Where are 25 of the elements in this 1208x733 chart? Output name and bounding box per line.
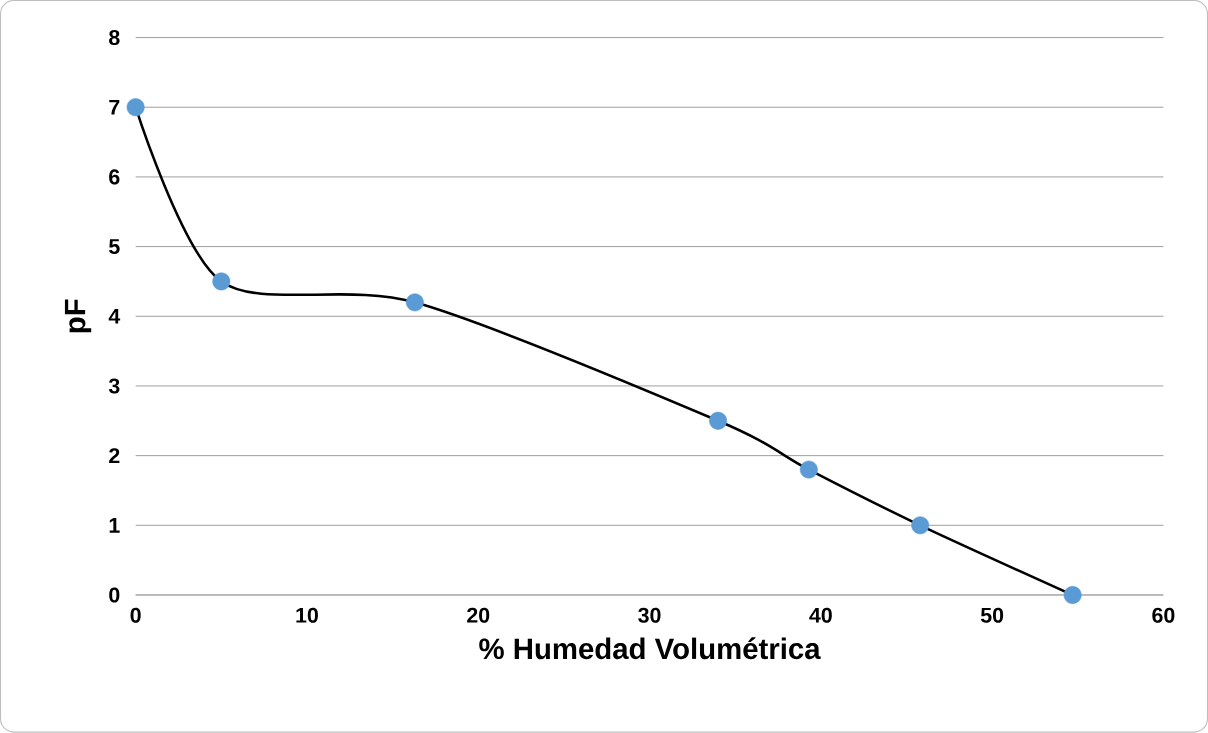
y-tick-label: 1 bbox=[109, 518, 120, 533]
point bbox=[709, 412, 727, 430]
x-tick-label: 10 bbox=[296, 607, 318, 624]
y-axis-title: pF bbox=[64, 299, 92, 333]
point bbox=[799, 460, 818, 479]
y-tick-label: 7 bbox=[109, 100, 120, 115]
y-tick-label: 5 bbox=[109, 239, 120, 255]
y-tick-label: 8 bbox=[109, 30, 120, 46]
y-tick-label: 0 bbox=[109, 587, 120, 603]
y-tick-label: 4 bbox=[108, 309, 121, 324]
point bbox=[212, 272, 231, 291]
y-tick-label: 6 bbox=[109, 169, 120, 185]
y-tick-label: 3 bbox=[108, 378, 120, 394]
x-tick-label: 0 bbox=[130, 607, 141, 624]
x-tick-label: 20 bbox=[467, 607, 490, 624]
point bbox=[911, 516, 930, 535]
y-tick-label: 2 bbox=[109, 448, 120, 464]
x-tick-label: 40 bbox=[809, 607, 832, 624]
point bbox=[405, 293, 424, 312]
point bbox=[1063, 586, 1082, 605]
point bbox=[126, 98, 145, 117]
x-axis-title: % Humedad Volumétrica bbox=[479, 637, 821, 660]
x-tick-label: 50 bbox=[980, 607, 1004, 624]
x-tick-label: 30 bbox=[638, 607, 661, 624]
x-tick-label: 60 bbox=[1152, 607, 1175, 624]
